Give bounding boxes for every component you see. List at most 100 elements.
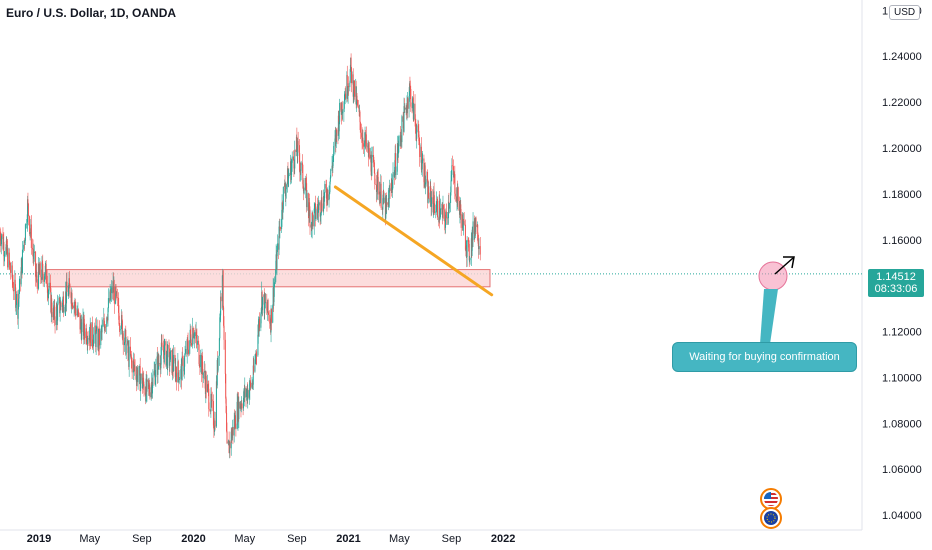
candle-body	[368, 148, 370, 159]
trendline[interactable]	[333, 185, 494, 297]
candle-body	[148, 385, 150, 393]
candle-body	[213, 425, 215, 430]
candle-body	[227, 441, 229, 444]
candle-body	[293, 159, 295, 169]
candle-body	[124, 341, 126, 346]
candle-body	[324, 184, 326, 193]
candle-body	[269, 314, 271, 324]
candle-body	[234, 415, 236, 429]
arrow-line[interactable]	[774, 257, 794, 275]
candle-body	[59, 297, 61, 314]
candle-body	[124, 330, 126, 342]
candle-body	[207, 385, 209, 389]
candle-body	[8, 252, 10, 262]
candle-body	[284, 183, 286, 191]
candle-body	[181, 356, 183, 381]
candle-body	[6, 240, 8, 253]
candle-body	[193, 332, 195, 339]
candle-body	[107, 308, 109, 321]
annotation-callout[interactable]: Waiting for buying confirmation	[672, 342, 857, 372]
candle-body	[201, 355, 203, 370]
candle-body	[202, 372, 204, 379]
candle-body	[4, 255, 6, 256]
candle-body	[282, 209, 284, 212]
candle-body	[0, 239, 2, 247]
x-tick-label: Sep	[287, 533, 307, 545]
candle-body	[134, 366, 136, 375]
candle-body	[139, 366, 141, 392]
candle-body	[433, 191, 435, 204]
eu-flag-badge[interactable]	[760, 507, 782, 529]
candle-body	[220, 296, 222, 316]
candle-body	[451, 165, 453, 175]
candle-body	[59, 309, 61, 314]
candle-body	[118, 312, 120, 325]
candle-body	[386, 202, 388, 205]
candle-body	[86, 341, 88, 342]
candle-body	[77, 309, 79, 313]
candle-body	[65, 281, 67, 304]
candle-body	[314, 204, 316, 209]
candle-body	[125, 343, 127, 355]
candle-body	[312, 212, 314, 216]
candle-body	[177, 361, 179, 373]
support-zone[interactable]	[46, 269, 491, 288]
y-tick-label: 1.16000	[882, 235, 922, 247]
candle-body	[256, 355, 258, 356]
candle-body	[133, 360, 135, 362]
candle-body	[317, 206, 319, 210]
price-axis[interactable]: 1.260001.240001.220001.200001.180001.160…	[882, 5, 922, 522]
candle-body	[26, 223, 28, 225]
candle-body	[442, 205, 444, 218]
currency-selector[interactable]: USD	[889, 5, 921, 20]
candle-body	[305, 182, 307, 184]
candle-body	[356, 95, 358, 100]
candle-body	[20, 267, 22, 285]
candle-body	[293, 168, 295, 169]
candle-body	[16, 294, 18, 306]
candle-body	[288, 174, 290, 176]
candle-body	[152, 374, 154, 387]
candle-body	[68, 278, 70, 285]
candle-body	[93, 334, 95, 347]
candle-body	[157, 355, 159, 375]
candle-body	[221, 275, 223, 302]
candle-body	[435, 211, 437, 213]
candle-body	[281, 218, 283, 230]
candle-body	[309, 209, 311, 228]
time-axis[interactable]: 2019 May Sep 2020 May Sep 2021 May Sep 2022	[27, 533, 516, 545]
candle-body	[75, 308, 77, 316]
candle-body	[332, 159, 334, 169]
x-tick-label: May	[234, 533, 255, 545]
candle-body	[468, 243, 470, 261]
candle-body	[57, 300, 59, 305]
candle-body	[121, 315, 123, 330]
candle-body	[238, 401, 240, 420]
candle-body	[395, 153, 397, 175]
y-tick-label: 1.20000	[882, 143, 922, 155]
candle-body	[435, 210, 437, 212]
candle-body	[309, 202, 311, 210]
candle-body	[305, 182, 307, 191]
candle-body	[224, 339, 226, 374]
candle-body	[49, 282, 51, 289]
candle-body	[424, 165, 426, 185]
candle-body	[352, 74, 354, 97]
candle-body	[351, 67, 353, 84]
candle-body	[294, 149, 296, 153]
candle-body	[212, 401, 214, 426]
candle-body	[477, 240, 479, 244]
candle-body	[362, 143, 364, 147]
candle-body	[431, 197, 433, 207]
x-tick-label: 2019	[27, 533, 51, 545]
candle-body	[184, 348, 186, 354]
candle-body	[306, 193, 308, 208]
candle-body	[249, 379, 251, 390]
candle-body	[359, 122, 361, 133]
candle-body	[85, 328, 87, 342]
candle-body	[222, 270, 224, 308]
candle-body	[478, 246, 480, 250]
candle-body	[460, 213, 462, 228]
candle-body	[226, 431, 228, 444]
